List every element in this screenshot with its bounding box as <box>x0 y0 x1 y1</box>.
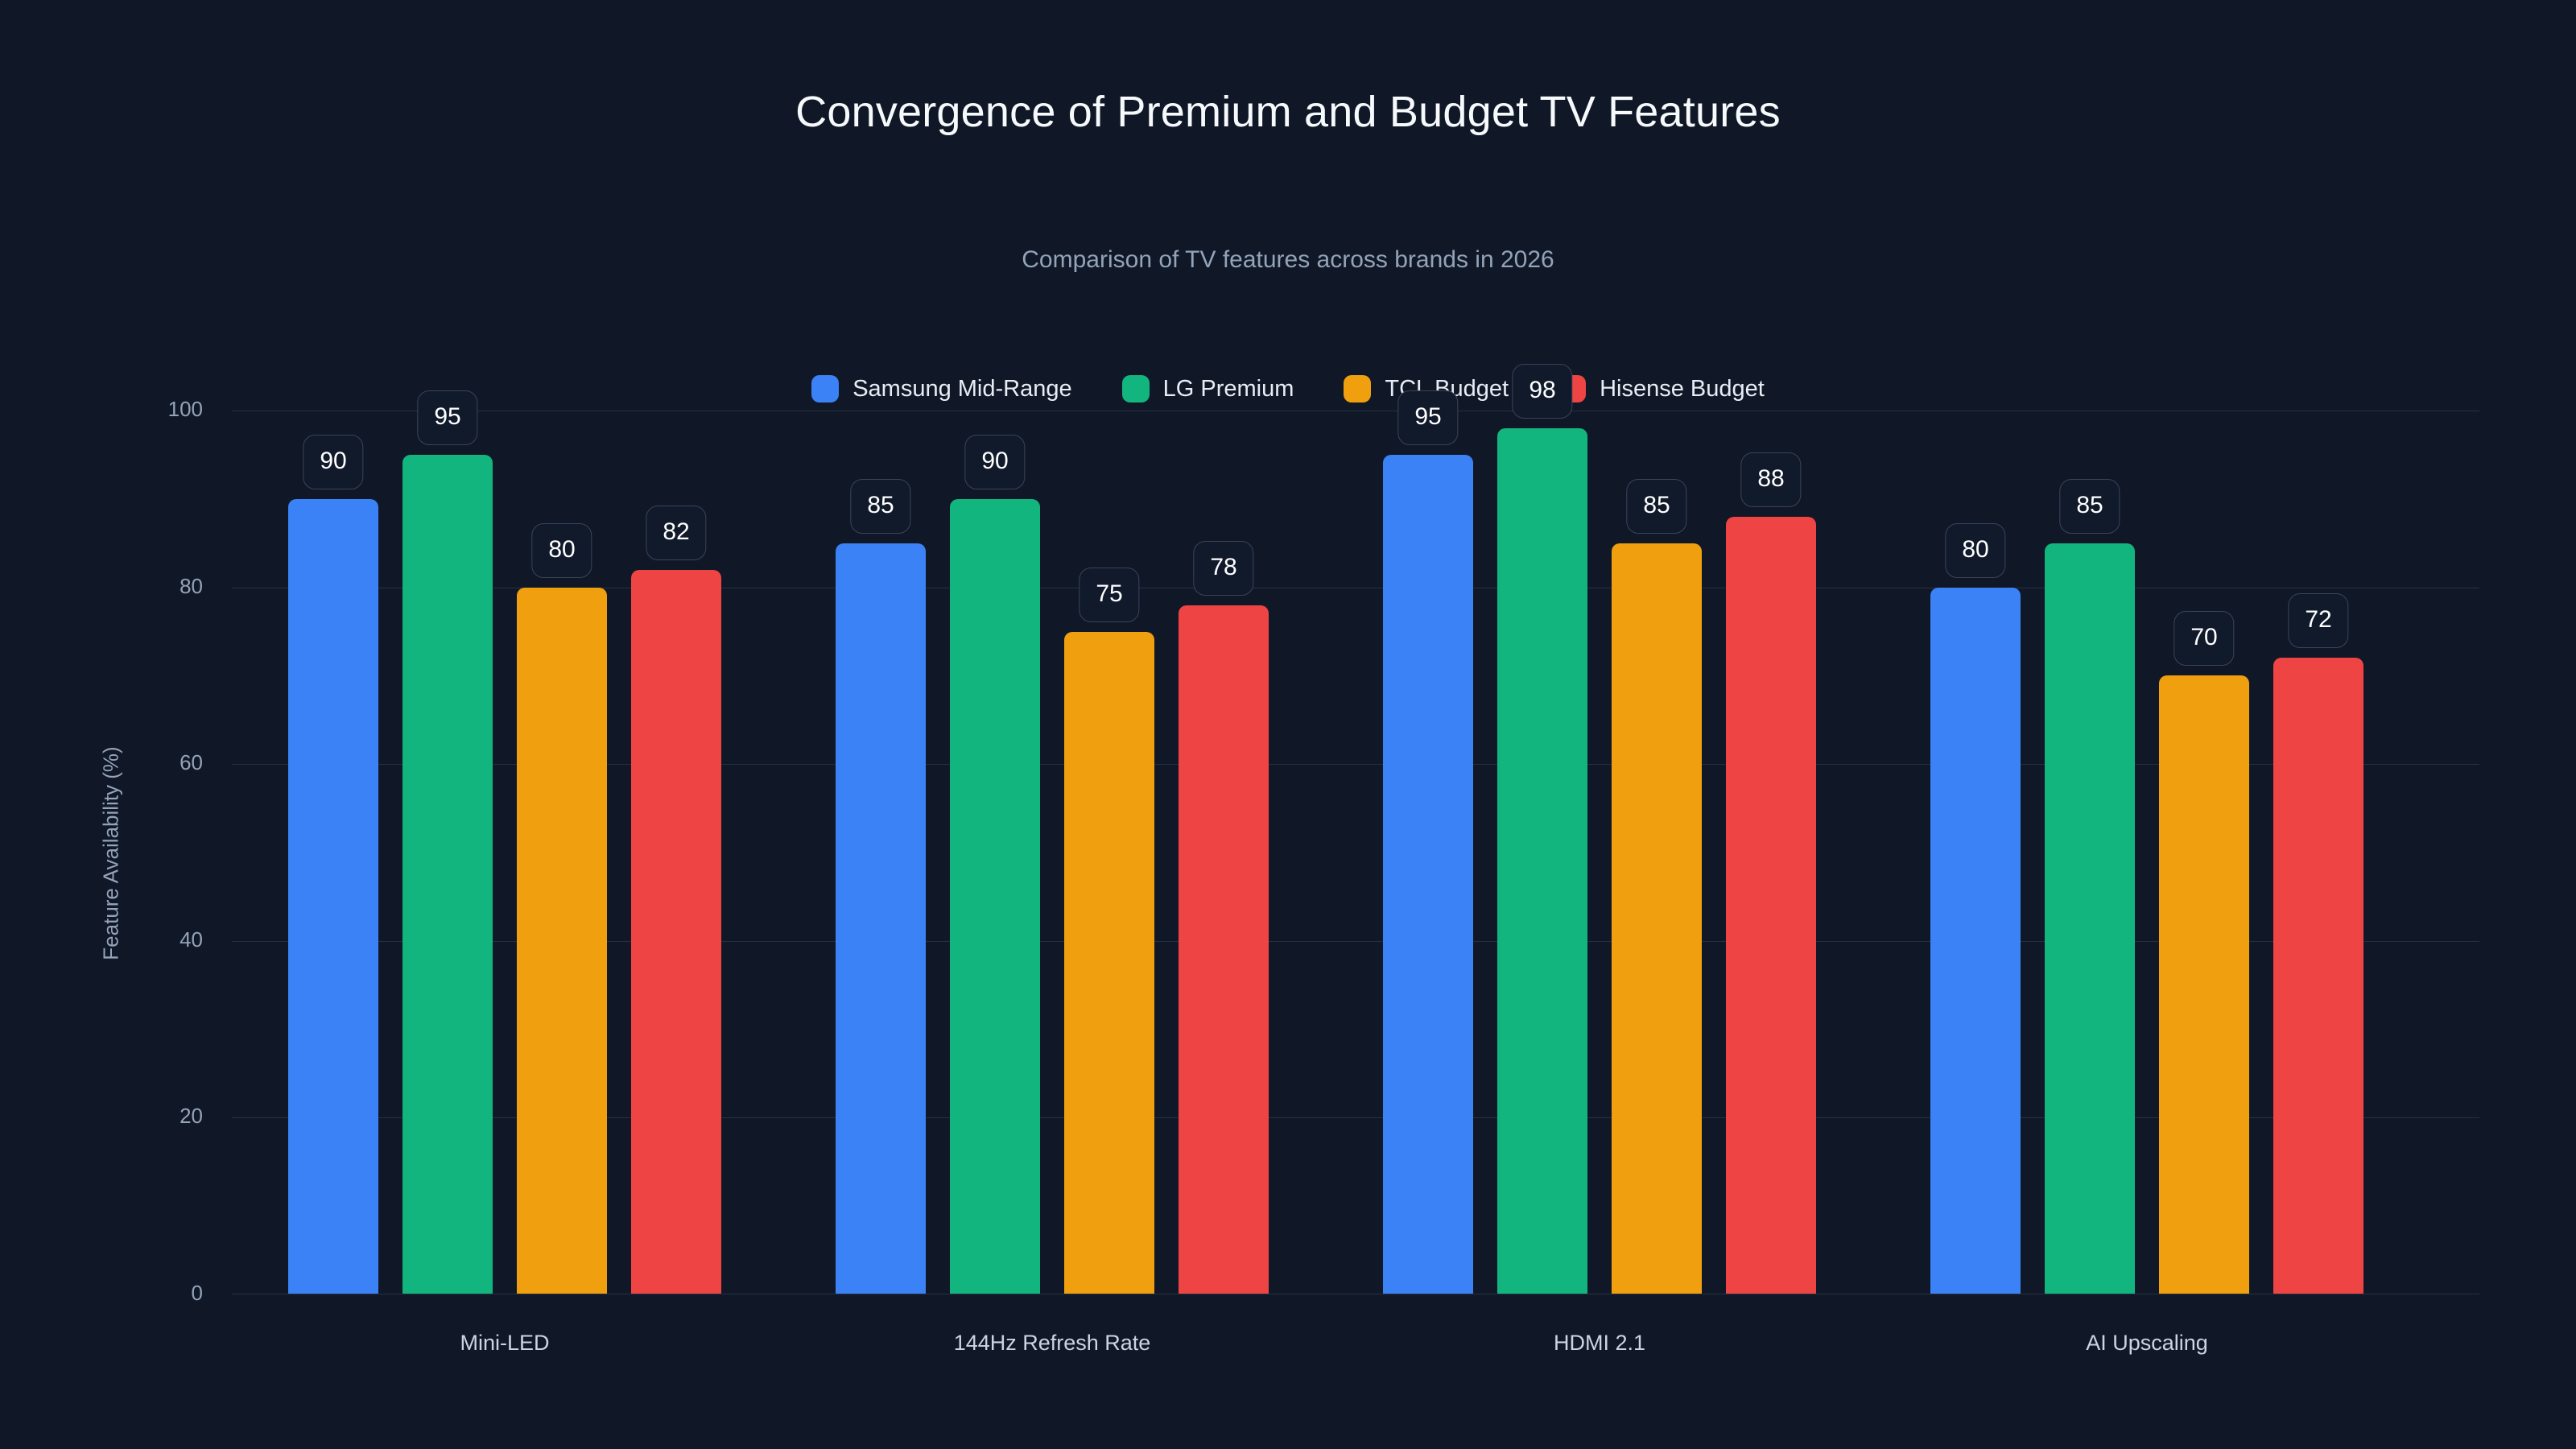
x-axis-tick-label: HDMI 2.1 <box>1553 1331 1646 1355</box>
bar[interactable] <box>1064 631 1154 1294</box>
legend-item[interactable]: Samsung Mid-Range <box>811 375 1072 402</box>
y-axis-tick-label: 80 <box>180 573 203 598</box>
bar[interactable] <box>950 498 1040 1294</box>
bar[interactable] <box>2273 658 2363 1294</box>
bar[interactable] <box>1726 516 1816 1294</box>
bar[interactable] <box>2159 675 2249 1294</box>
y-axis-tick-label: 100 <box>167 397 203 421</box>
bar[interactable] <box>1497 427 1587 1294</box>
plot-area <box>232 411 2479 1294</box>
bar-value-label: 95 <box>417 390 478 445</box>
bar-value-label: 85 <box>1626 478 1687 534</box>
x-axis-tick-label: 144Hz Refresh Rate <box>953 1331 1151 1355</box>
legend-swatch-icon <box>1121 375 1150 402</box>
bar-value-label: 90 <box>303 434 364 489</box>
bar[interactable] <box>288 498 378 1294</box>
bar[interactable] <box>836 543 926 1294</box>
bar-value-label: 90 <box>964 434 1026 489</box>
bar-value-label: 98 <box>1512 363 1573 419</box>
chart-subtitle: Comparison of TV features across brands … <box>1022 246 1554 273</box>
bar-value-label: 82 <box>646 505 707 560</box>
bar[interactable] <box>402 454 493 1294</box>
bar-value-label: 78 <box>1193 540 1254 596</box>
bar-value-label: 80 <box>1945 522 2006 578</box>
bar[interactable] <box>1930 587 2021 1294</box>
chart-legend: Samsung Mid-Range LG Premium TCL Budget His… <box>0 375 2576 402</box>
y-axis-title-wrap: Feature Availability (%) <box>95 0 127 1449</box>
bar[interactable] <box>1612 543 1702 1294</box>
bar-value-label: 88 <box>1740 452 1802 507</box>
gridline <box>232 764 2479 766</box>
gridline <box>232 1117 2479 1119</box>
bar[interactable] <box>631 569 721 1294</box>
legend-swatch-icon <box>811 375 840 402</box>
legend-swatch-icon <box>1344 375 1372 402</box>
bar[interactable] <box>1179 605 1269 1294</box>
bar[interactable] <box>2045 543 2135 1294</box>
legend-item-label: Samsung Mid-Range <box>852 375 1072 402</box>
bar-value-label: 80 <box>531 522 592 578</box>
bar[interactable] <box>1383 454 1473 1294</box>
y-axis-tick-label: 20 <box>180 1104 203 1129</box>
gridline <box>232 940 2479 942</box>
bar[interactable] <box>517 587 607 1294</box>
x-axis-tick-label: Mini-LED <box>460 1331 550 1355</box>
bar-value-label: 85 <box>2059 478 2120 534</box>
bar-value-label: 72 <box>2288 593 2349 649</box>
x-axis-tick-label: AI Upscaling <box>2086 1331 2208 1355</box>
bar-value-label: 75 <box>1079 567 1140 622</box>
chart-title: Convergence of Premium and Budget TV Fea… <box>795 88 1781 136</box>
y-axis-tick-label: 0 <box>191 1281 203 1305</box>
legend-item[interactable]: LG Premium <box>1121 375 1294 402</box>
y-axis-tick-label: 60 <box>180 750 203 775</box>
legend-item[interactable]: Hisense Budget <box>1558 375 1765 402</box>
legend-item-label: LG Premium <box>1162 375 1294 402</box>
y-axis-tick-label: 40 <box>180 927 203 952</box>
legend-item-label: Hisense Budget <box>1600 375 1765 402</box>
bar-value-label: 85 <box>850 478 911 534</box>
bar-value-label: 70 <box>2174 611 2235 667</box>
bar-value-label: 95 <box>1397 390 1459 445</box>
